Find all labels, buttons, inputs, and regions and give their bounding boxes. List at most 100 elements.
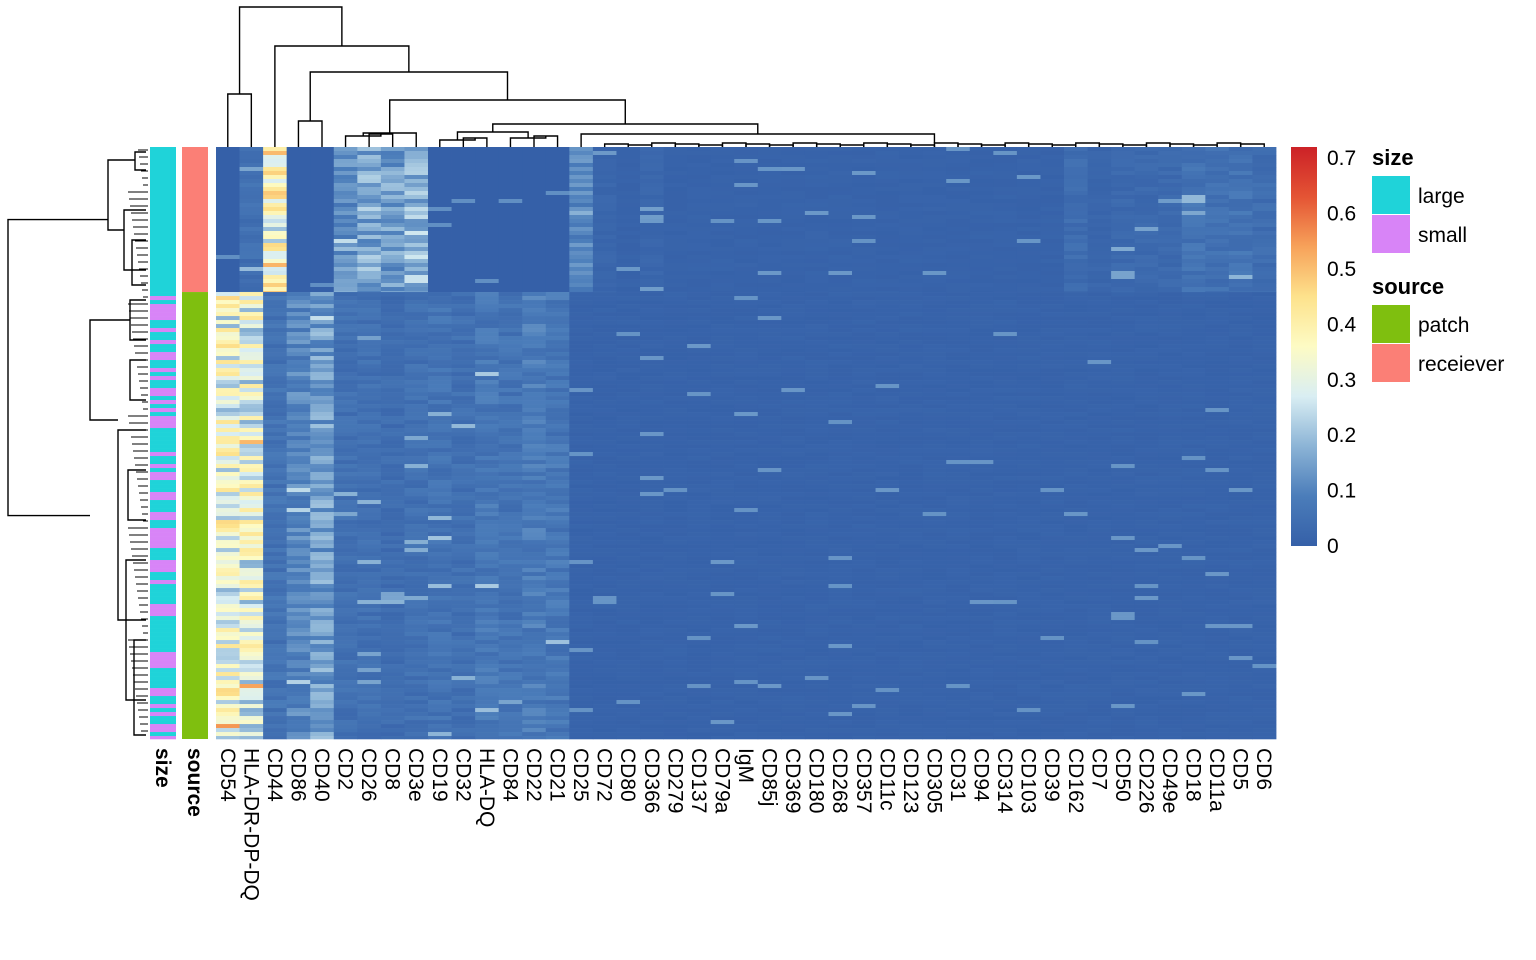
heatmap-cell <box>310 364 335 369</box>
heatmap-cell <box>687 324 712 329</box>
heatmap-cell <box>734 259 759 264</box>
heatmap-cell <box>734 279 759 284</box>
heatmap-cell <box>687 488 712 493</box>
heatmap-cell <box>569 552 594 557</box>
heatmap-cell <box>1205 283 1230 288</box>
heatmap-cell <box>1181 235 1206 240</box>
heatmap-cell <box>333 167 358 172</box>
heatmap-cell <box>734 151 759 156</box>
heatmap-cell <box>1158 348 1183 353</box>
heatmap-cell <box>1228 524 1253 529</box>
heatmap-cell <box>781 235 806 240</box>
heatmap-cell <box>1181 516 1206 521</box>
heatmap-cell <box>1111 352 1136 357</box>
heatmap-cell <box>710 292 735 297</box>
heatmap-cell <box>1205 372 1230 377</box>
heatmap-cell <box>663 360 688 365</box>
heatmap-cell <box>404 348 429 353</box>
heatmap-cell <box>498 304 523 309</box>
heatmap-cell <box>1252 528 1277 533</box>
heatmap-cell <box>640 384 664 389</box>
heatmap-cell <box>357 376 382 381</box>
heatmap-cell <box>333 324 358 329</box>
heatmap-cell <box>710 300 735 305</box>
heatmap-cell <box>922 187 947 192</box>
size-annotation-cell <box>150 472 176 477</box>
heatmap-cell <box>875 308 900 313</box>
heatmap-cell <box>592 552 617 557</box>
heatmap-cell <box>451 500 476 505</box>
heatmap-cell <box>899 448 924 453</box>
heatmap-cell <box>710 428 735 433</box>
heatmap-cell <box>1158 320 1183 325</box>
heatmap-cell <box>475 300 500 305</box>
heatmap-cell <box>946 524 971 529</box>
heatmap-cell <box>498 356 523 361</box>
heatmap-cell <box>216 171 240 176</box>
heatmap-cell <box>922 219 947 224</box>
heatmap-cell <box>428 472 452 477</box>
heatmap-cell <box>286 191 311 196</box>
heatmap-cell <box>1158 352 1183 357</box>
heatmap-cell <box>569 536 594 541</box>
heatmap-cell <box>1087 484 1112 489</box>
heatmap-cell <box>781 416 806 421</box>
heatmap-cell <box>781 532 806 537</box>
heatmap-cell <box>263 352 288 357</box>
heatmap-cell <box>875 155 900 160</box>
heatmap-cell <box>380 163 405 168</box>
heatmap-cell <box>522 468 547 473</box>
heatmap-cell <box>239 316 264 321</box>
heatmap-cell <box>1111 528 1136 533</box>
heatmap-cell <box>1228 436 1253 441</box>
heatmap-cell <box>1181 159 1206 164</box>
heatmap-cell <box>475 380 500 385</box>
heatmap-cell <box>263 247 288 252</box>
heatmap-cell <box>263 384 288 389</box>
heatmap-cell <box>734 464 759 469</box>
heatmap-cell <box>310 360 335 365</box>
heatmap-cell <box>734 552 759 557</box>
heatmap-cell <box>1016 336 1041 341</box>
heatmap-cell <box>1252 163 1277 168</box>
heatmap-cell <box>522 492 547 497</box>
heatmap-cell <box>969 191 994 196</box>
heatmap-cell <box>1228 175 1253 180</box>
heatmap-cell <box>1064 384 1088 389</box>
heatmap-cell <box>239 312 264 317</box>
size-annotation-cell <box>150 576 176 581</box>
heatmap-cell <box>216 556 240 561</box>
heatmap-cell <box>640 368 664 373</box>
heatmap-cell <box>1205 223 1230 228</box>
heatmap-cell <box>757 364 782 369</box>
heatmap-cell <box>899 524 924 529</box>
heatmap-cell <box>828 536 853 541</box>
heatmap-cell <box>428 263 452 268</box>
heatmap-cell <box>1228 183 1253 188</box>
heatmap-cell <box>922 283 947 288</box>
heatmap-cell <box>616 352 641 357</box>
heatmap-cell <box>1228 440 1253 445</box>
heatmap-cell <box>1040 500 1065 505</box>
heatmap-cell <box>1134 540 1159 545</box>
heatmap-cell <box>852 356 876 361</box>
heatmap-cell <box>922 239 947 244</box>
heatmap-cell <box>1016 404 1041 409</box>
heatmap-cell <box>640 540 664 545</box>
heatmap-cell <box>640 504 664 509</box>
heatmap-cell <box>875 163 900 168</box>
heatmap-cell <box>1228 380 1253 385</box>
heatmap-cell <box>1134 179 1159 184</box>
heatmap-cell <box>569 291 594 293</box>
heatmap-cell <box>1158 291 1183 293</box>
heatmap-cell <box>616 528 641 533</box>
heatmap-cell <box>286 560 311 565</box>
heatmap-cell <box>522 259 547 264</box>
heatmap-cell <box>310 420 335 425</box>
heatmap-cell <box>451 408 476 413</box>
heatmap-cell <box>545 328 570 333</box>
heatmap-cell <box>1087 159 1112 164</box>
heatmap-cell <box>310 304 335 309</box>
heatmap-cell <box>569 412 594 417</box>
heatmap-cell <box>428 508 452 513</box>
